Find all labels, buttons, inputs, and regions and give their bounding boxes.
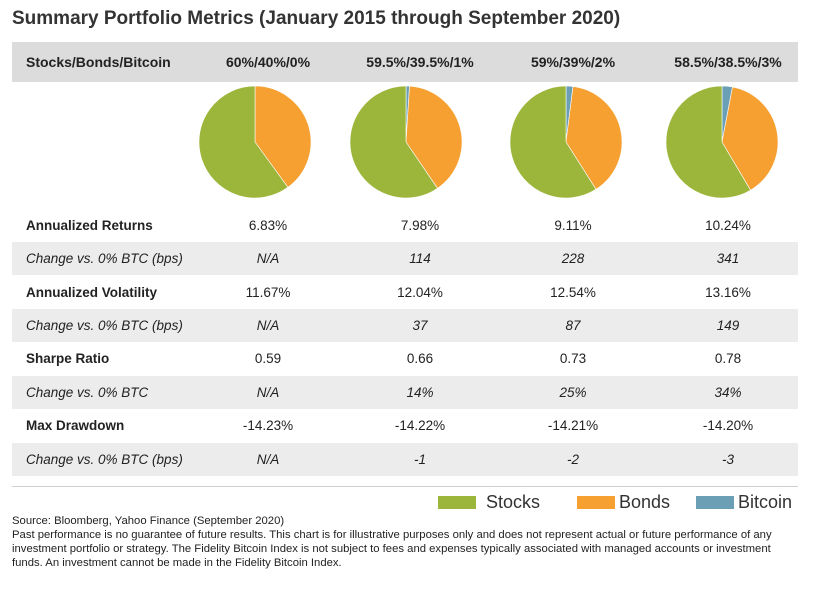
table-cell: 13.16%	[705, 285, 751, 300]
row-label: Change vs. 0% BTC (bps)	[26, 452, 183, 467]
legend-label: Stocks	[486, 492, 541, 512]
table-row: Sharpe Ratio 0.59 0.66 0.73 0.78	[12, 342, 798, 375]
table-row: Change vs. 0% BTC (bps) N/A 114 228 341	[12, 242, 798, 275]
table-cell: -2	[566, 452, 579, 467]
pie-slice-stocks	[198, 85, 289, 199]
header-label: Stocks/Bonds/Bitcoin	[26, 54, 171, 70]
row-label: Annualized Volatility	[26, 285, 158, 300]
table-cell: 149	[716, 318, 740, 333]
table-cell: 0.73	[559, 351, 587, 366]
table-cell: 37	[412, 318, 428, 333]
table-cell: -14.21%	[547, 418, 599, 433]
table-cell: N/A	[256, 318, 280, 333]
pie-charts	[198, 85, 779, 199]
legend-label: Bonds	[619, 492, 671, 512]
table-cell: 34%	[714, 385, 742, 400]
table-cell: -1	[413, 452, 426, 467]
table-cell: 228	[561, 251, 585, 266]
table-cell: 9.11%	[554, 218, 592, 233]
legend-swatch-stocks	[438, 496, 476, 509]
portfolio-header: 59%/39%/2%	[530, 54, 616, 70]
table-row: Change vs. 0% BTC (bps) N/A 37 87 149	[12, 309, 798, 342]
footnotes: Source: Bloomberg, Yahoo Finance (Septem…	[12, 514, 802, 570]
table-cell: 10.24%	[705, 218, 751, 233]
portfolio-header: 58.5%/38.5%/3%	[674, 54, 782, 70]
table-cell: -3	[721, 452, 734, 467]
pie-slice-bonds	[721, 86, 779, 191]
row-label: Change vs. 0% BTC (bps)	[26, 251, 183, 266]
table-cell: 14%	[406, 385, 434, 400]
table-cell: -14.22%	[394, 418, 446, 433]
table-cell: 341	[716, 251, 740, 266]
legend-swatch-bonds	[577, 496, 615, 509]
row-label: Change vs. 0% BTC	[26, 385, 149, 400]
row-label: Annualized Returns	[26, 218, 153, 233]
table-cell: 11.67%	[245, 285, 291, 300]
table-cell: 6.83%	[248, 218, 288, 233]
legend-swatch-bitcoin	[696, 496, 734, 509]
table-cell: 87	[565, 318, 581, 333]
table-cell: 114	[409, 251, 431, 266]
table-row: Change vs. 0% BTC N/A 14% 25% 34%	[12, 376, 798, 409]
table-cell: 0.59	[254, 351, 282, 366]
source-note: Source: Bloomberg, Yahoo Finance (Septem…	[12, 515, 285, 527]
pie-slice-bonds	[405, 85, 463, 189]
table-row: Max Drawdown -14.23% -14.22% -14.21% -14.20%	[12, 409, 798, 442]
table-cell: -14.20%	[702, 418, 754, 433]
table-cell: 0.66	[406, 351, 434, 366]
pie-slice-stocks	[349, 85, 438, 199]
table-cell: 12.54%	[550, 285, 596, 300]
table-cell: -14.23%	[242, 418, 294, 433]
table-cell: 0.78	[714, 351, 742, 366]
disclaimer-note: Past performance is no guarantee of futu…	[12, 529, 772, 569]
pie-slice-bonds	[254, 85, 312, 188]
table-header: Stocks/Bonds/Bitcoin 60%/40%/0% 59.5%/39…	[12, 42, 798, 82]
table-bottom-rule	[12, 486, 798, 487]
table-cell: 12.04%	[397, 285, 443, 300]
table-cell: N/A	[256, 251, 280, 266]
table-row: Change vs. 0% BTC (bps) N/A -1 -2 -3	[12, 443, 798, 476]
chart-title: Summary Portfolio Metrics (January 2015 …	[12, 8, 621, 29]
table-cell: N/A	[256, 452, 280, 467]
table-row: Annualized Volatility 11.67% 12.04% 12.54% 1…	[12, 276, 798, 309]
table-row: Annualized Returns 6.83% 7.98% 9.11% 10.24%	[12, 209, 798, 242]
portfolio-header: 60%/40%/0%	[225, 54, 311, 70]
portfolio-header: 59.5%/39.5%/1%	[366, 54, 474, 70]
pie-slice-stocks	[509, 85, 597, 199]
table-cell: 25%	[559, 385, 587, 400]
row-label: Sharpe Ratio	[26, 351, 110, 366]
row-label: Max Drawdown	[26, 418, 125, 433]
row-label: Change vs. 0% BTC (bps)	[26, 318, 183, 333]
pie-slice-stocks	[665, 85, 751, 199]
table-cell: N/A	[256, 385, 280, 400]
table-cell: 7.98%	[400, 218, 440, 233]
legend-label: Bitcoin	[738, 492, 793, 512]
